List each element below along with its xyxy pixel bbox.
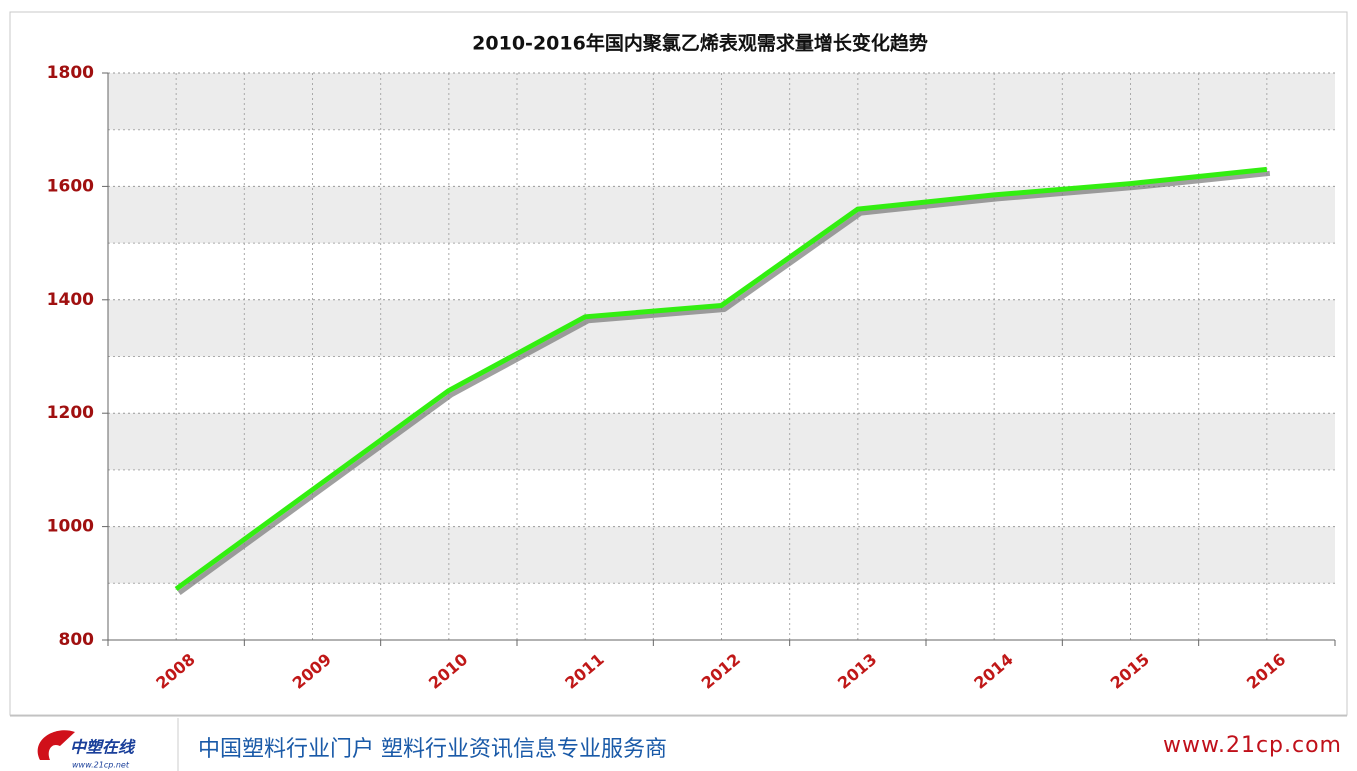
logo-text: 中塑在线 <box>70 738 136 757</box>
line-shadow <box>177 170 1271 595</box>
y-tick-label: 1400 <box>47 290 94 310</box>
y-tick-label: 1000 <box>47 517 94 537</box>
grid-band <box>108 413 1335 470</box>
line <box>174 166 1268 591</box>
y-tick-label: 1800 <box>47 63 94 83</box>
y-tick-label: 1600 <box>47 176 94 196</box>
grid-band <box>108 73 1335 130</box>
logo-icon <box>37 730 75 760</box>
logo-url: www.21cp.net <box>72 761 130 770</box>
chart-title: 2010-2016年国内聚氯乙烯表观需求量增长变化趋势 <box>472 32 928 55</box>
footer-slogan: 中国塑料行业门户 塑料行业资讯信息专业服务商 <box>198 737 667 762</box>
footer-site: www.21cp.com <box>1163 733 1342 758</box>
y-tick-label: 800 <box>59 630 95 650</box>
y-tick-label: 1200 <box>47 403 94 423</box>
